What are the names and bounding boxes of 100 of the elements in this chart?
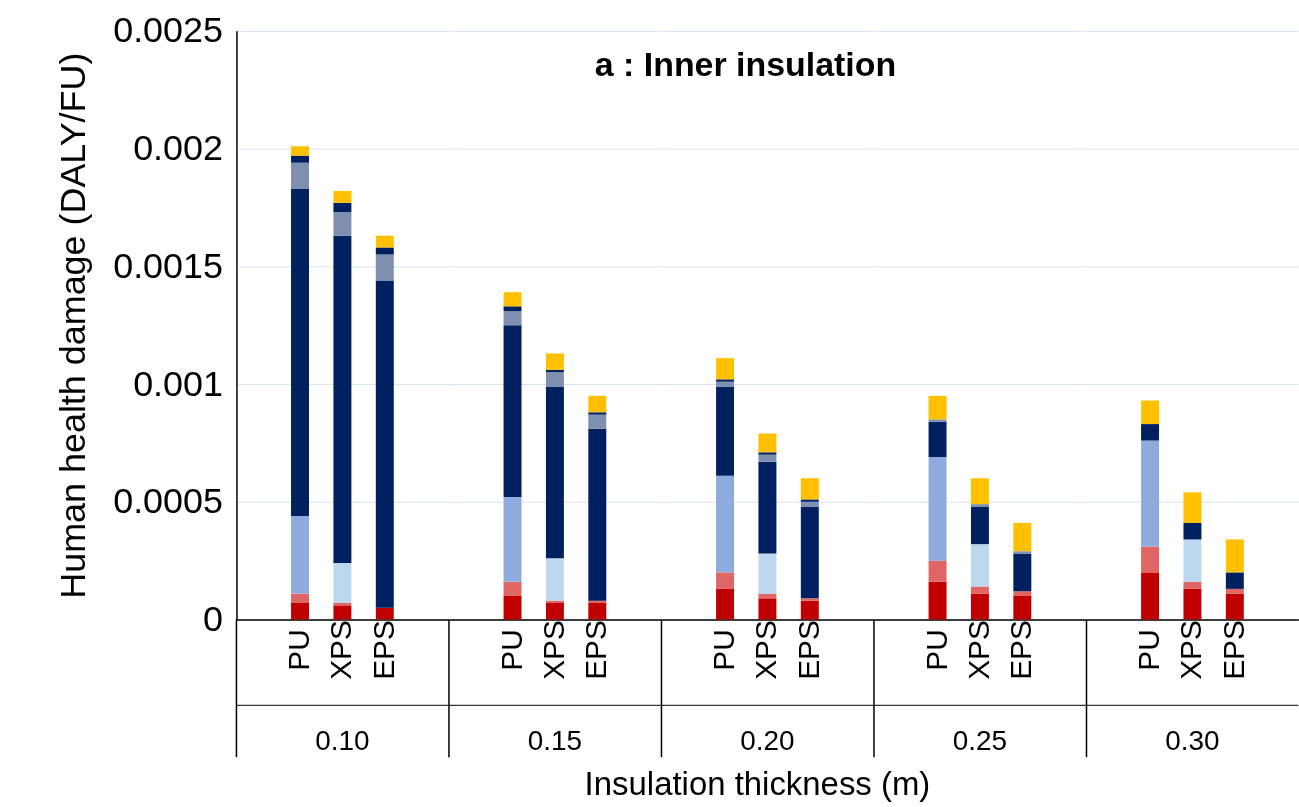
bar [503,306,522,312]
bar [291,515,310,594]
text: 0.15 [527,725,583,757]
x-tick-label: PU [919,629,953,671]
bar [800,598,819,601]
bar [291,593,310,604]
bar [800,506,819,599]
bar [758,553,777,594]
bar [333,235,352,563]
bar [928,560,947,582]
bar [1141,440,1160,547]
bar [545,353,564,370]
bar [1141,424,1160,441]
y-tick-label: 0 [203,597,223,639]
bar [291,162,310,189]
bar [291,155,310,163]
x-tick-label: EPS [579,619,613,680]
x-tick-label: XPS [749,619,783,680]
text: 0.25 [952,725,1008,757]
bar [545,372,564,387]
bar [1183,588,1202,620]
bar [928,395,947,420]
y-tick-label: 0.001 [133,362,223,404]
bar [291,188,310,516]
bar [928,421,947,458]
bar [503,292,522,307]
bar [716,572,735,589]
bar [800,478,819,500]
bar [503,595,522,620]
x-tick-label: XPS [324,619,358,680]
text: 0.20 [740,725,795,757]
bar [716,379,735,382]
bar [970,478,989,505]
x-tick-label: PU [1132,629,1166,671]
text: 0.10 [315,725,370,757]
bar [375,247,394,255]
bar [503,581,522,596]
bar [333,202,352,213]
chart-title: a : Inner insulation [594,44,897,83]
y-tick-label: 0.0005 [113,480,223,522]
bar [1141,546,1160,573]
bar [545,386,564,559]
bar [333,212,352,236]
bar [716,386,735,476]
bar [716,475,735,573]
bar [800,499,819,502]
x-tick-label: EPS [1216,619,1250,680]
bar [1225,588,1244,594]
bar [1013,551,1032,554]
bar [1141,572,1160,620]
x-tick-label: PU [282,629,316,671]
bar [1225,539,1244,573]
bar [928,457,947,561]
bar [1013,522,1032,552]
bar [588,395,607,413]
bar [716,588,735,620]
bar [588,414,607,429]
bar [588,603,607,620]
y-tick-label: 0.0025 [113,9,223,51]
bar [928,419,947,422]
bar [291,146,310,156]
bar [970,586,989,594]
x-tick-label: EPS [1004,619,1038,680]
bar [970,544,989,587]
x-tick-label: XPS [536,619,570,680]
x-tick-label: EPS [791,619,825,680]
bar [1013,553,1032,592]
bar [375,254,394,281]
y-tick-label: 0.0015 [113,244,223,286]
y-tick-label: 0.002 [133,127,223,169]
bar [545,558,564,601]
bar [503,497,522,582]
x-tick-label: XPS [1174,619,1208,680]
bar [375,235,394,248]
bar [503,311,522,326]
x-axis-title: Insulation thickness (m) [584,765,931,803]
bar [758,598,777,620]
bar [588,428,607,601]
bar [800,600,819,620]
bar [545,603,564,620]
x-tick-label: PU [494,629,528,671]
bar [1013,591,1032,596]
text: 0.30 [1165,725,1220,757]
x-tick-label: EPS [366,619,400,680]
bar [1013,595,1032,620]
bar [758,461,777,554]
bar [1225,572,1244,589]
bar [588,412,607,415]
bar [333,605,352,620]
bar [970,506,989,545]
bar [375,607,394,620]
bar [333,190,352,203]
bar [928,581,947,620]
bar [758,454,777,462]
bar [291,603,310,620]
bar [333,562,352,604]
bar [1183,522,1202,540]
bar [1141,400,1160,425]
bar [1183,539,1202,582]
bar [1225,593,1244,620]
